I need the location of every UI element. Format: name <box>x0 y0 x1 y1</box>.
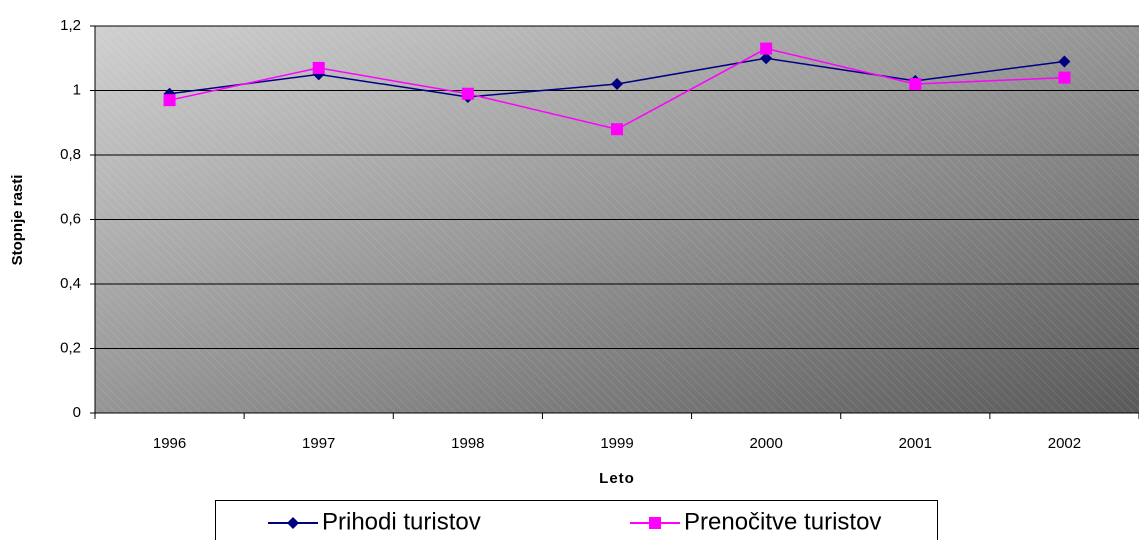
legend-box <box>215 500 938 540</box>
data-point <box>163 94 176 107</box>
data-point <box>461 87 474 100</box>
x-tick-label: 1998 <box>451 435 484 452</box>
y-tick-label: 1,2 <box>60 17 81 34</box>
data-point <box>312 61 325 74</box>
x-tick-label: 1999 <box>600 435 633 452</box>
x-axis-title: Leto <box>599 470 635 487</box>
data-point <box>611 123 623 136</box>
x-tick-label: 1997 <box>302 435 335 452</box>
x-tick-label: 2000 <box>749 435 782 452</box>
y-tick-label: 0,6 <box>60 210 81 227</box>
x-tick-label: 2001 <box>899 435 932 452</box>
y-tick-label: 0,4 <box>60 275 81 292</box>
legend-label: Prihodi turistov <box>322 508 481 535</box>
legend-label: Prenočitve turistov <box>684 508 881 535</box>
y-tick-label: 0,8 <box>60 146 81 163</box>
data-point <box>760 42 773 55</box>
data-point <box>1058 55 1071 68</box>
y-tick-label: 0,2 <box>60 339 81 356</box>
data-point <box>1058 71 1071 84</box>
data-point <box>611 78 623 91</box>
y-tick-label: 1 <box>73 81 81 98</box>
y-tick-label: 0 <box>73 404 81 421</box>
y-axis-title: Stopnje rasti <box>9 175 26 266</box>
x-tick-label: 2002 <box>1048 435 1081 452</box>
legend-marker <box>649 517 661 529</box>
data-point <box>909 78 922 91</box>
legend-marker <box>287 517 299 529</box>
data-point <box>760 52 773 65</box>
x-tick-label: 1996 <box>153 435 186 452</box>
